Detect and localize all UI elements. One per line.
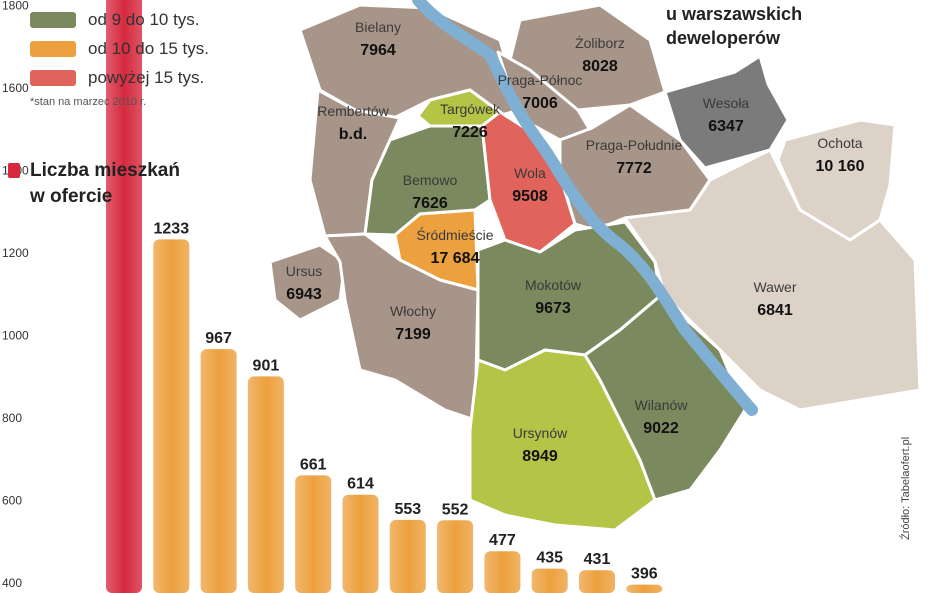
district-shape [323, 232, 480, 422]
district-name: Rembertów [317, 103, 389, 119]
legend-item-9-10: od 9 do 10 tys. [30, 10, 200, 30]
bar [247, 376, 284, 593]
legend-item-10-15: od 10 do 15 tys. [30, 39, 209, 59]
district-value: 7199 [395, 326, 431, 343]
district-name: Ursynów [513, 425, 568, 441]
district-name: Włochy [390, 303, 436, 319]
legend-item-over-15: powyżej 15 tys. [30, 68, 204, 88]
map-heading-line2: deweloperów [666, 28, 781, 48]
district-value: 6841 [757, 302, 793, 319]
district-name: Żoliborz [575, 34, 625, 51]
district-value: 8949 [522, 448, 558, 465]
district-value: 10 160 [816, 158, 865, 175]
bar-value-label: 477 [489, 532, 516, 549]
district-name: Wola [514, 165, 546, 181]
bar [484, 551, 521, 593]
map-heading-line1: u warszawskich [666, 4, 803, 24]
district-value: 17 684 [431, 250, 480, 267]
district-shape [268, 243, 347, 322]
district-value: 6347 [708, 118, 744, 135]
district-value: 7772 [616, 160, 652, 177]
bar-value-label: 967 [205, 330, 232, 347]
legend-swatch [30, 41, 76, 57]
legend-label: od 9 do 10 tys. [88, 10, 200, 29]
legend-note: *stan na marzec 2010 r. [30, 96, 147, 108]
source-credit: Źródło: Tabelaofert.pl [900, 436, 912, 540]
district-value: 9673 [535, 300, 571, 317]
bar [531, 568, 568, 593]
bar [579, 570, 615, 593]
district-value: b.d. [339, 126, 367, 143]
district-name: Bemowo [403, 172, 458, 188]
district-name: Wilanów [635, 397, 689, 413]
y-tick-label: 1000 [2, 329, 29, 343]
chart-title-line2: w ofercie [30, 186, 113, 207]
bar-value-label: 435 [536, 550, 563, 567]
district-name: Ursus [286, 263, 323, 279]
district-name: Praga-Północ [498, 72, 583, 88]
district-name: Wawer [753, 279, 796, 295]
bar-value-label: 1233 [154, 220, 190, 237]
bar [200, 349, 237, 593]
district-value: 9508 [512, 188, 548, 205]
district-value: 6943 [286, 286, 322, 303]
y-tick-label: 1800 [2, 0, 29, 13]
bar-value-label: 661 [300, 456, 327, 473]
bar [389, 519, 426, 593]
bar [626, 584, 663, 593]
chart-title-line1: Liczba mieszkań [30, 160, 180, 181]
district-value: 7006 [522, 95, 558, 112]
district-shape [623, 148, 922, 412]
district-name: Praga-Południe [586, 137, 683, 153]
map-heading: u warszawskich deweloperów [666, 2, 802, 50]
bar-value-label: 553 [394, 501, 421, 518]
district-name: Wesoła [703, 95, 750, 111]
y-tick-label: 800 [2, 411, 22, 425]
bar [437, 520, 474, 593]
y-tick-label: 600 [2, 494, 22, 508]
bar-value-label: 614 [347, 476, 374, 493]
bar [106, 0, 142, 593]
district-value: 9022 [643, 420, 679, 437]
y-tick-label: 1200 [2, 246, 29, 260]
legend-swatch [30, 12, 76, 28]
title-marker [8, 163, 20, 178]
vistula-river [412, 0, 758, 416]
bar [295, 475, 332, 593]
bar-value-label: 396 [631, 566, 658, 583]
y-tick-label: 400 [2, 576, 22, 590]
district-value: 7226 [452, 124, 488, 141]
chart-title: Liczba mieszkań w ofercie [8, 158, 180, 210]
bar [153, 239, 190, 593]
legend-label: powyżej 15 tys. [88, 68, 205, 87]
y-tick-label: 1600 [2, 81, 29, 95]
district-value: 8028 [582, 58, 618, 75]
bar-value-label: 552 [442, 501, 469, 518]
district-value: 7964 [360, 42, 396, 59]
legend-label: od 10 do 15 tys. [88, 39, 209, 58]
district-name: Targówek [440, 101, 501, 117]
bar-value-label: 901 [253, 357, 280, 374]
legend-swatch [30, 70, 76, 86]
district-name: Ochota [817, 135, 862, 151]
district-name: Bielany [355, 19, 401, 35]
bar [342, 494, 379, 593]
bar-value-label: 431 [584, 551, 611, 568]
district-name: Mokotów [525, 277, 582, 293]
district-value: 7626 [412, 195, 448, 212]
district-shape [663, 54, 790, 170]
district-name: Śródmieście [416, 226, 493, 243]
